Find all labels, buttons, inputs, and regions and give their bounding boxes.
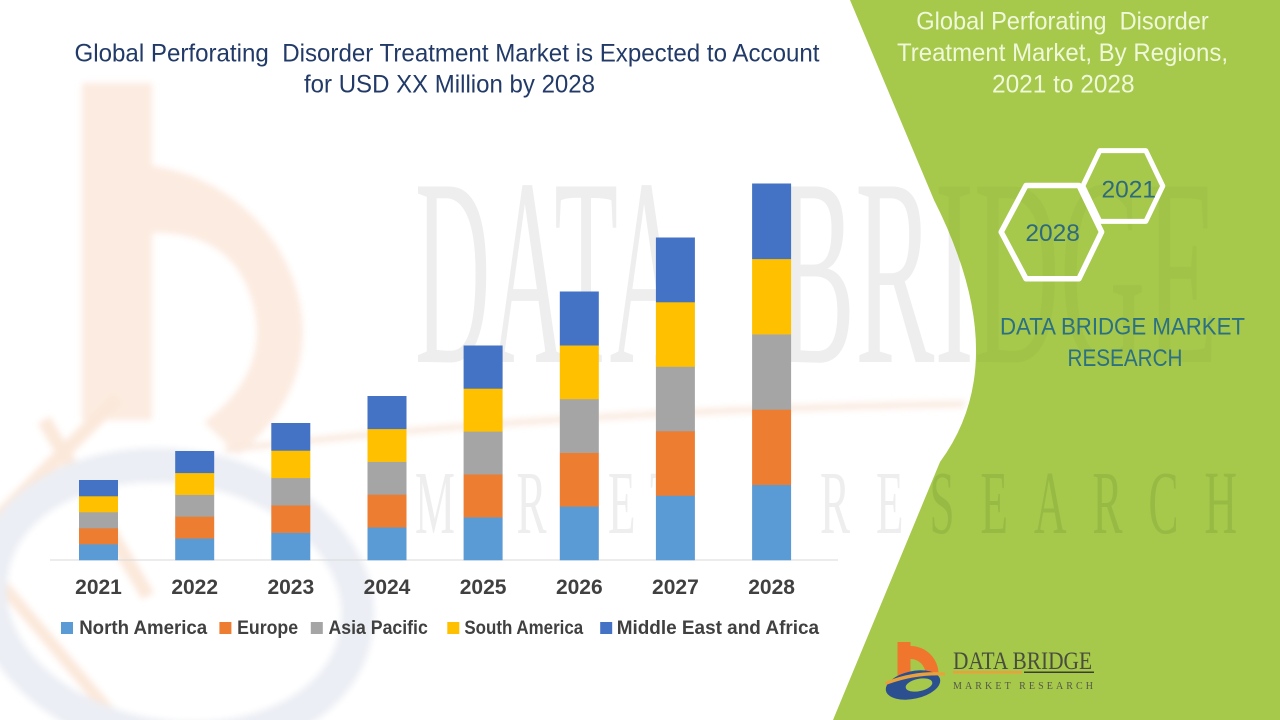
svg-text:Europe: Europe [237,618,298,639]
svg-text:2028: 2028 [748,576,795,599]
svg-text:RESEARCH: RESEARCH [1068,345,1183,372]
svg-text:2021: 2021 [75,576,122,599]
svg-text:MARKET RESEARCH: MARKET RESEARCH [953,681,1093,692]
svg-text:Asia Pacific: Asia Pacific [329,618,429,639]
svg-text:2024: 2024 [364,576,411,599]
svg-text:2021: 2021 [1101,176,1156,203]
svg-text:MARKET: MARKET [415,455,692,554]
svg-text:DATA BRIDGE: DATA BRIDGE [953,648,1092,675]
svg-text:2022: 2022 [171,576,218,599]
svg-text:Global Perforating Disorder T: Global Perforating Disorder Treatment Ma… [75,40,820,68]
svg-text:2028: 2028 [1025,220,1080,247]
svg-text:South America: South America [464,618,583,639]
svg-text:2025: 2025 [460,576,507,599]
svg-text:2023: 2023 [267,576,314,599]
svg-text:2026: 2026 [556,576,603,599]
svg-text:DATA: DATA [415,123,685,420]
svg-text:2027: 2027 [652,576,699,599]
svg-text:for USD XX Million by 2028: for USD XX Million by 2028 [304,71,595,99]
svg-text:Middle East and Africa: Middle East and Africa [617,618,820,639]
svg-text:North America: North America [79,618,207,639]
svg-text:DATA BRIDGE MARKET: DATA BRIDGE MARKET [1000,314,1245,341]
svg-text:Global Perforating Disorder: Global Perforating Disorder [916,8,1209,36]
svg-text:2021 to 2028: 2021 to 2028 [992,71,1135,99]
svg-text:Treatment Market, By Regions,: Treatment Market, By Regions, [897,39,1228,67]
